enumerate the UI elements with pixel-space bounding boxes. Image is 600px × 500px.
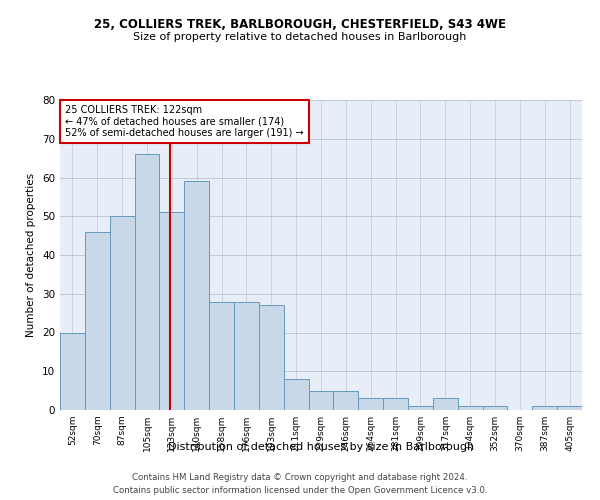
Bar [184,182,209,410]
Bar [358,398,383,410]
Bar [482,406,508,410]
Bar [408,406,433,410]
Bar [110,216,134,410]
Bar [308,390,334,410]
Bar [532,406,557,410]
Y-axis label: Number of detached properties: Number of detached properties [26,173,37,337]
Bar [160,212,184,410]
Bar [85,232,110,410]
Text: Distribution of detached houses by size in Barlborough: Distribution of detached houses by size … [168,442,474,452]
Bar [234,302,259,410]
Bar [60,332,85,410]
Bar [433,398,458,410]
Text: Contains HM Land Registry data © Crown copyright and database right 2024.: Contains HM Land Registry data © Crown c… [132,472,468,482]
Text: Contains public sector information licensed under the Open Government Licence v3: Contains public sector information licen… [113,486,487,495]
Bar [209,302,234,410]
Bar [284,379,308,410]
Bar [458,406,482,410]
Bar [557,406,582,410]
Bar [334,390,358,410]
Text: 25 COLLIERS TREK: 122sqm
← 47% of detached houses are smaller (174)
52% of semi-: 25 COLLIERS TREK: 122sqm ← 47% of detach… [65,104,304,138]
Bar [259,306,284,410]
Bar [383,398,408,410]
Text: Size of property relative to detached houses in Barlborough: Size of property relative to detached ho… [133,32,467,42]
Text: 25, COLLIERS TREK, BARLBOROUGH, CHESTERFIELD, S43 4WE: 25, COLLIERS TREK, BARLBOROUGH, CHESTERF… [94,18,506,30]
Bar [134,154,160,410]
